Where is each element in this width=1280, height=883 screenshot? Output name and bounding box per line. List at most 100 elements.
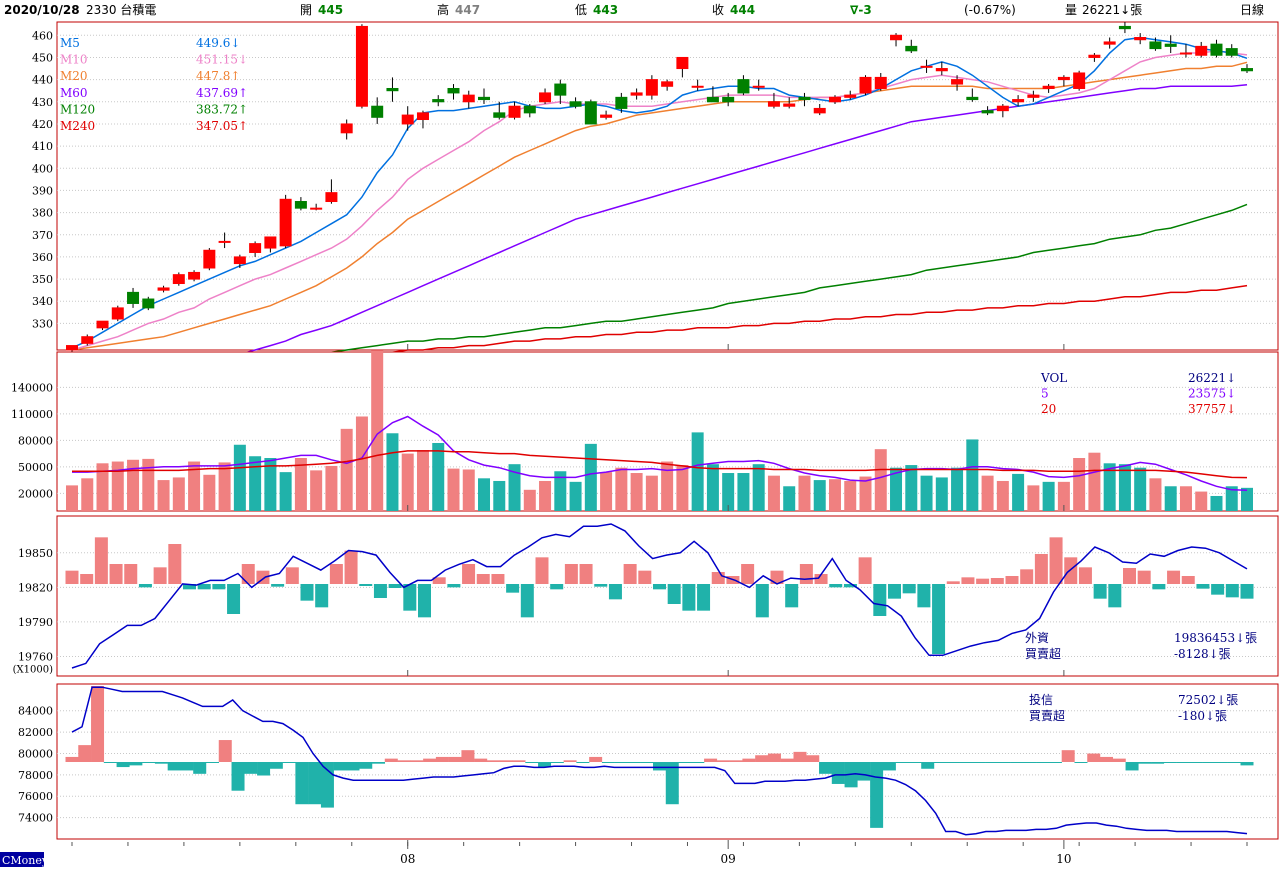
trust-bar [1087,753,1101,762]
foreign-bar [388,584,402,588]
foreign-bar [1211,584,1225,595]
candle-body [722,96,735,103]
foreign-bar [990,578,1004,584]
candle-body [416,112,429,121]
trust-bar [193,762,207,774]
volume-panel: 20000 50000 80000 110000 140000 VOL 26221↓ 5 235… [11,350,1279,512]
ma-line-m60 [71,83,1248,391]
volume-bar [340,428,353,511]
candle-body [432,99,445,103]
candle-body [920,65,933,68]
volume-bar [767,475,780,511]
volume-bar [325,465,338,511]
foreign-bar [1064,557,1078,584]
volume-bar [1241,487,1253,511]
trust-bar [474,758,488,762]
ma-line-m5 [71,36,1248,349]
price-legend-name: M5 [60,36,80,50]
close-value: 444 [730,3,755,17]
volume-bar [386,433,399,511]
trust-holdings-line [71,686,1248,836]
foreign-bar [843,584,857,588]
volume-bar [1210,495,1223,511]
foreign-bar [1093,584,1107,599]
trust-legend-name: 買賣超 [1029,708,1065,723]
trust-bar [397,760,411,762]
volume-bar [218,462,231,511]
trust-bar [333,762,347,771]
candle-body [401,114,414,125]
foreign-bar [373,584,387,598]
trust-bar [205,762,219,763]
x-axis: 08 09 10 [71,344,1248,866]
trust-bar [359,762,373,769]
candle-body [966,96,979,101]
foreign-bar [770,570,784,584]
candle-body [371,105,384,118]
trust-bar [959,762,973,763]
volume-bar [401,453,414,511]
foreign-bar [1049,537,1063,584]
candle-body [1179,52,1192,55]
trust-bar [103,762,117,763]
foreign-bar [227,584,241,614]
trust-bar [91,686,105,762]
volume-bar [890,467,903,511]
foreign-bar [858,557,872,584]
volume-legend-name: 5 [1041,387,1049,401]
trust-bar [1202,762,1216,763]
volume-bar [1042,481,1055,511]
foreign-bar [491,574,505,584]
trust-bar [525,762,539,763]
foreign-bar [932,584,946,654]
trust-bar [729,760,743,762]
period-label: 日線 [1240,2,1264,17]
candle-body [1057,76,1070,81]
candle-body [523,105,536,114]
trust-bar [1138,762,1152,764]
trust-bar [857,762,871,781]
volume-legend-value: 37757↓ [1188,402,1236,416]
trust-bar [218,740,232,762]
candle-body [1134,37,1147,41]
volume-bar [813,480,826,511]
candle-body [1073,72,1086,89]
candle-body [279,198,292,247]
foreign-bar [344,550,358,584]
candle-body [1088,54,1101,58]
price-legend-name: M120 [60,102,95,116]
foreign-bar [814,574,828,584]
trust-tick-label: 74000 [18,812,53,825]
trust-bar [410,760,424,762]
foreign-bar [241,564,255,584]
candle-body [1164,43,1177,47]
foreign-bar [1020,569,1034,584]
volume-bar [508,464,521,511]
candle-body [798,96,811,101]
volume-bar [371,350,384,511]
trust-bar [295,762,309,805]
volume-bar [600,472,613,511]
price-legend-value: 383.72↑ [196,102,248,116]
foreign-bar [403,584,417,611]
volume-legend-name: VOL [1040,371,1067,385]
foreign-tick-unit: (X1000) [13,664,53,675]
logo-badge [0,852,44,867]
trust-bar [282,762,296,763]
foreign-bar [138,584,152,588]
candle-body [310,207,323,210]
candle-body [935,68,948,72]
candle-body [1042,85,1055,89]
trust-bar [384,758,398,762]
volume-bar [1118,464,1131,511]
price-tick-label: 340 [32,295,53,308]
candle-body [172,274,185,285]
volume-bar [66,485,78,511]
candle-body [1118,25,1131,30]
volume-bar [706,464,719,511]
foreign-bar [1167,570,1181,584]
candle-body [844,94,857,98]
trust-bar [691,762,705,763]
foreign-bar [961,577,975,584]
